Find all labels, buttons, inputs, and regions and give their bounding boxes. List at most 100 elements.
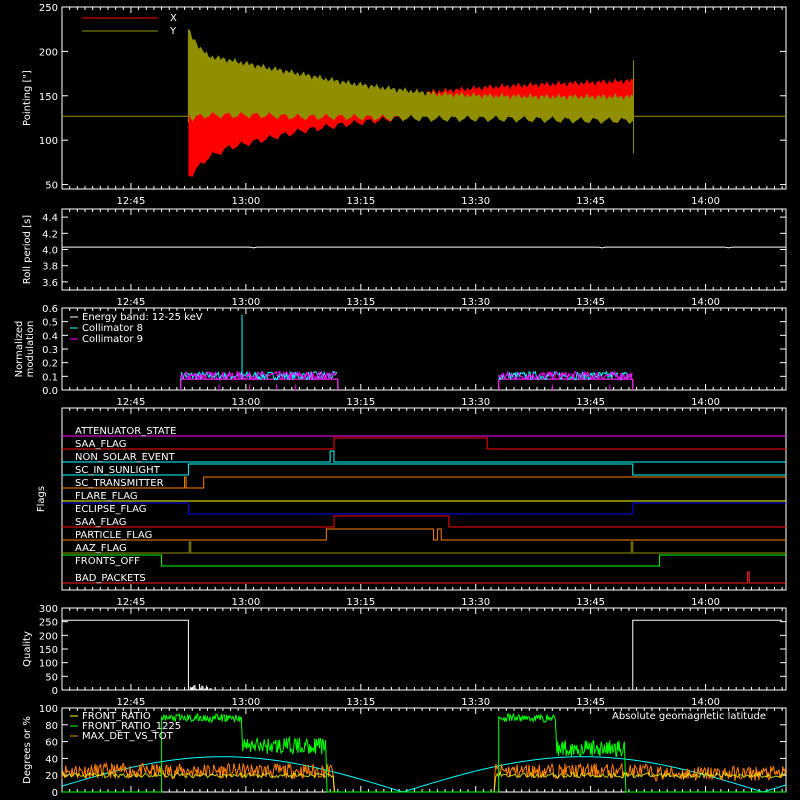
flag-line [62, 528, 786, 541]
legend-label: FRONT_RATIO [82, 711, 151, 722]
y-tick-label: 50 [45, 181, 58, 192]
x-tick-label: 13:00 [231, 297, 260, 308]
quality-y-axis: 0 50 100 150 200 250 300 Quality [22, 604, 786, 697]
flag-line [62, 502, 786, 515]
x-tick-label: 13:30 [461, 397, 490, 408]
flag-line [62, 463, 786, 476]
flag-label: SC_IN_SUNLIGHT [75, 465, 161, 476]
roll-time-ticks: 12:45 13:00 13:15 13:30 13:45 14:00 [61, 209, 783, 308]
y-tick-label: 40 [45, 754, 58, 765]
y-tick-label: 3.8 [42, 262, 58, 273]
modulation-white-1 [498, 378, 634, 390]
ratios-y-axis: 0 20 40 60 80 100 Degrees or % [22, 704, 786, 799]
y-tick-label: 200 [39, 47, 58, 58]
y-tick-label: 250 [39, 3, 58, 14]
y-tick-label: 4.2 [42, 229, 58, 240]
ratios-time-ticks [61, 708, 783, 792]
y-tick-label: 100 [39, 136, 58, 147]
quality-noise [188, 683, 212, 690]
y-axis-label: Flags [36, 486, 47, 512]
flag-line [62, 476, 786, 489]
front-ratio-1225-line [62, 712, 786, 793]
y-tick-label: 100 [39, 659, 58, 670]
x-tick-label: 13:00 [231, 697, 260, 708]
legend-label-x: X [170, 13, 177, 24]
y-axis-label: Roll period [s] [22, 215, 33, 284]
legend-label: Energy band: 12-25 keV [82, 312, 203, 323]
x-tick-label: 14:00 [691, 397, 720, 408]
flag-label: SAA_FLAG [75, 517, 126, 528]
flag-line [62, 515, 786, 528]
front-ratio-line [61, 771, 786, 793]
modulation-cyan-0 [180, 370, 338, 381]
x-tick-label: 13:30 [461, 697, 490, 708]
y-tick-label: 4.0 [42, 246, 58, 257]
y-tick-label: 0.0 [42, 386, 58, 397]
x-tick-label: 12:45 [117, 397, 146, 408]
x-tick-label: 13:15 [346, 597, 375, 608]
x-tick-label: 12:45 [117, 597, 146, 608]
y-axis-label: Normalized [14, 321, 25, 378]
roll-period-line [62, 246, 786, 249]
geomagnetic-latitude-annotation: Absolute geomagnetic latitude [612, 711, 766, 722]
y-tick-label: 0.5 [42, 318, 58, 329]
x-tick-label: 12:45 [117, 697, 146, 708]
y-axis-label: modulation [25, 321, 36, 378]
x-tick-label: 13:30 [461, 597, 490, 608]
modulation-series [180, 314, 634, 390]
x-tick-label: 14:00 [691, 597, 720, 608]
y-tick-label: 0.1 [42, 372, 58, 383]
x-tick-label: 13:45 [576, 697, 605, 708]
x-tick-label: 14:00 [691, 196, 720, 207]
flag-label: FRONTS_OFF [75, 556, 140, 567]
y-tick-label: 200 [39, 631, 58, 642]
pointing-time-ticks: 12:45 13:00 13:15 13:30 13:45 14:00 [61, 7, 783, 207]
modulation-y-axis: 0.0 0.1 0.2 0.3 0.4 0.5 0.6 Normalized modulatio… [14, 304, 786, 397]
quality-line [62, 619, 783, 691]
y-axis-label: Pointing ["] [22, 70, 33, 126]
y-tick-label: 0.4 [42, 331, 58, 342]
y-tick-label: 150 [39, 645, 58, 656]
flag-label: AAZ_FLAG [75, 543, 127, 554]
flag-label: ATTENUATOR_STATE [75, 426, 176, 437]
flag-label: SAA_FLAG [75, 439, 126, 450]
modulation-magenta-box-1 [498, 378, 634, 390]
modulation-magenta-0 [180, 370, 338, 382]
x-tick-label: 12:45 [117, 297, 146, 308]
flag-line [62, 541, 786, 554]
modulation-magenta-1 [498, 370, 633, 382]
x-tick-label: 14:00 [691, 297, 720, 308]
flag-label: FLARE_FLAG [75, 491, 138, 502]
flag-line [62, 450, 786, 463]
flag-line [62, 554, 786, 567]
ratios-series: Absolute geomagnetic latitude [61, 711, 787, 793]
y-tick-label: 0.3 [42, 345, 58, 356]
x-tick-label: 13:30 [461, 297, 490, 308]
pointing-series [62, 29, 786, 178]
roll-y-axis: 3.6 3.8 4.0 4.2 4.4 Roll period [s] [22, 213, 786, 289]
x-tick-label: 13:15 [346, 397, 375, 408]
y-tick-label: 50 [45, 672, 58, 683]
modulation-cyan-1 [498, 370, 633, 381]
legend-label: Collimator 9 [82, 334, 143, 345]
y-tick-label: 60 [45, 738, 58, 749]
y-tick-label: 300 [39, 604, 58, 615]
pointing-band-y [188, 29, 634, 125]
y-tick-label: 0 [52, 788, 58, 799]
quality-time-ticks: 12:45 13:00 13:15 13:30 13:45 14:00 [61, 608, 783, 708]
flag-label: ECLIPSE_FLAG [75, 504, 146, 515]
x-tick-label: 13:45 [576, 597, 605, 608]
flags-time-ticks: 12:45 13:00 13:15 13:30 13:45 14:00 [61, 408, 783, 608]
x-tick-label: 13:15 [346, 697, 375, 708]
modulation-magenta-box-0 [180, 378, 339, 390]
pointing-legend: XY [82, 13, 177, 37]
y-tick-label: 100 [39, 704, 58, 715]
y-tick-label: 0.2 [42, 359, 58, 370]
y-tick-label: 0 [52, 686, 58, 697]
y-tick-label: 3.6 [42, 278, 58, 289]
flag-label: PARTICLE_FLAG [75, 530, 152, 541]
legend-label: FRONT_RATIO_1225 [82, 721, 181, 732]
modulation-time-ticks: 12:45 13:00 13:15 13:30 13:45 14:00 [61, 308, 783, 408]
